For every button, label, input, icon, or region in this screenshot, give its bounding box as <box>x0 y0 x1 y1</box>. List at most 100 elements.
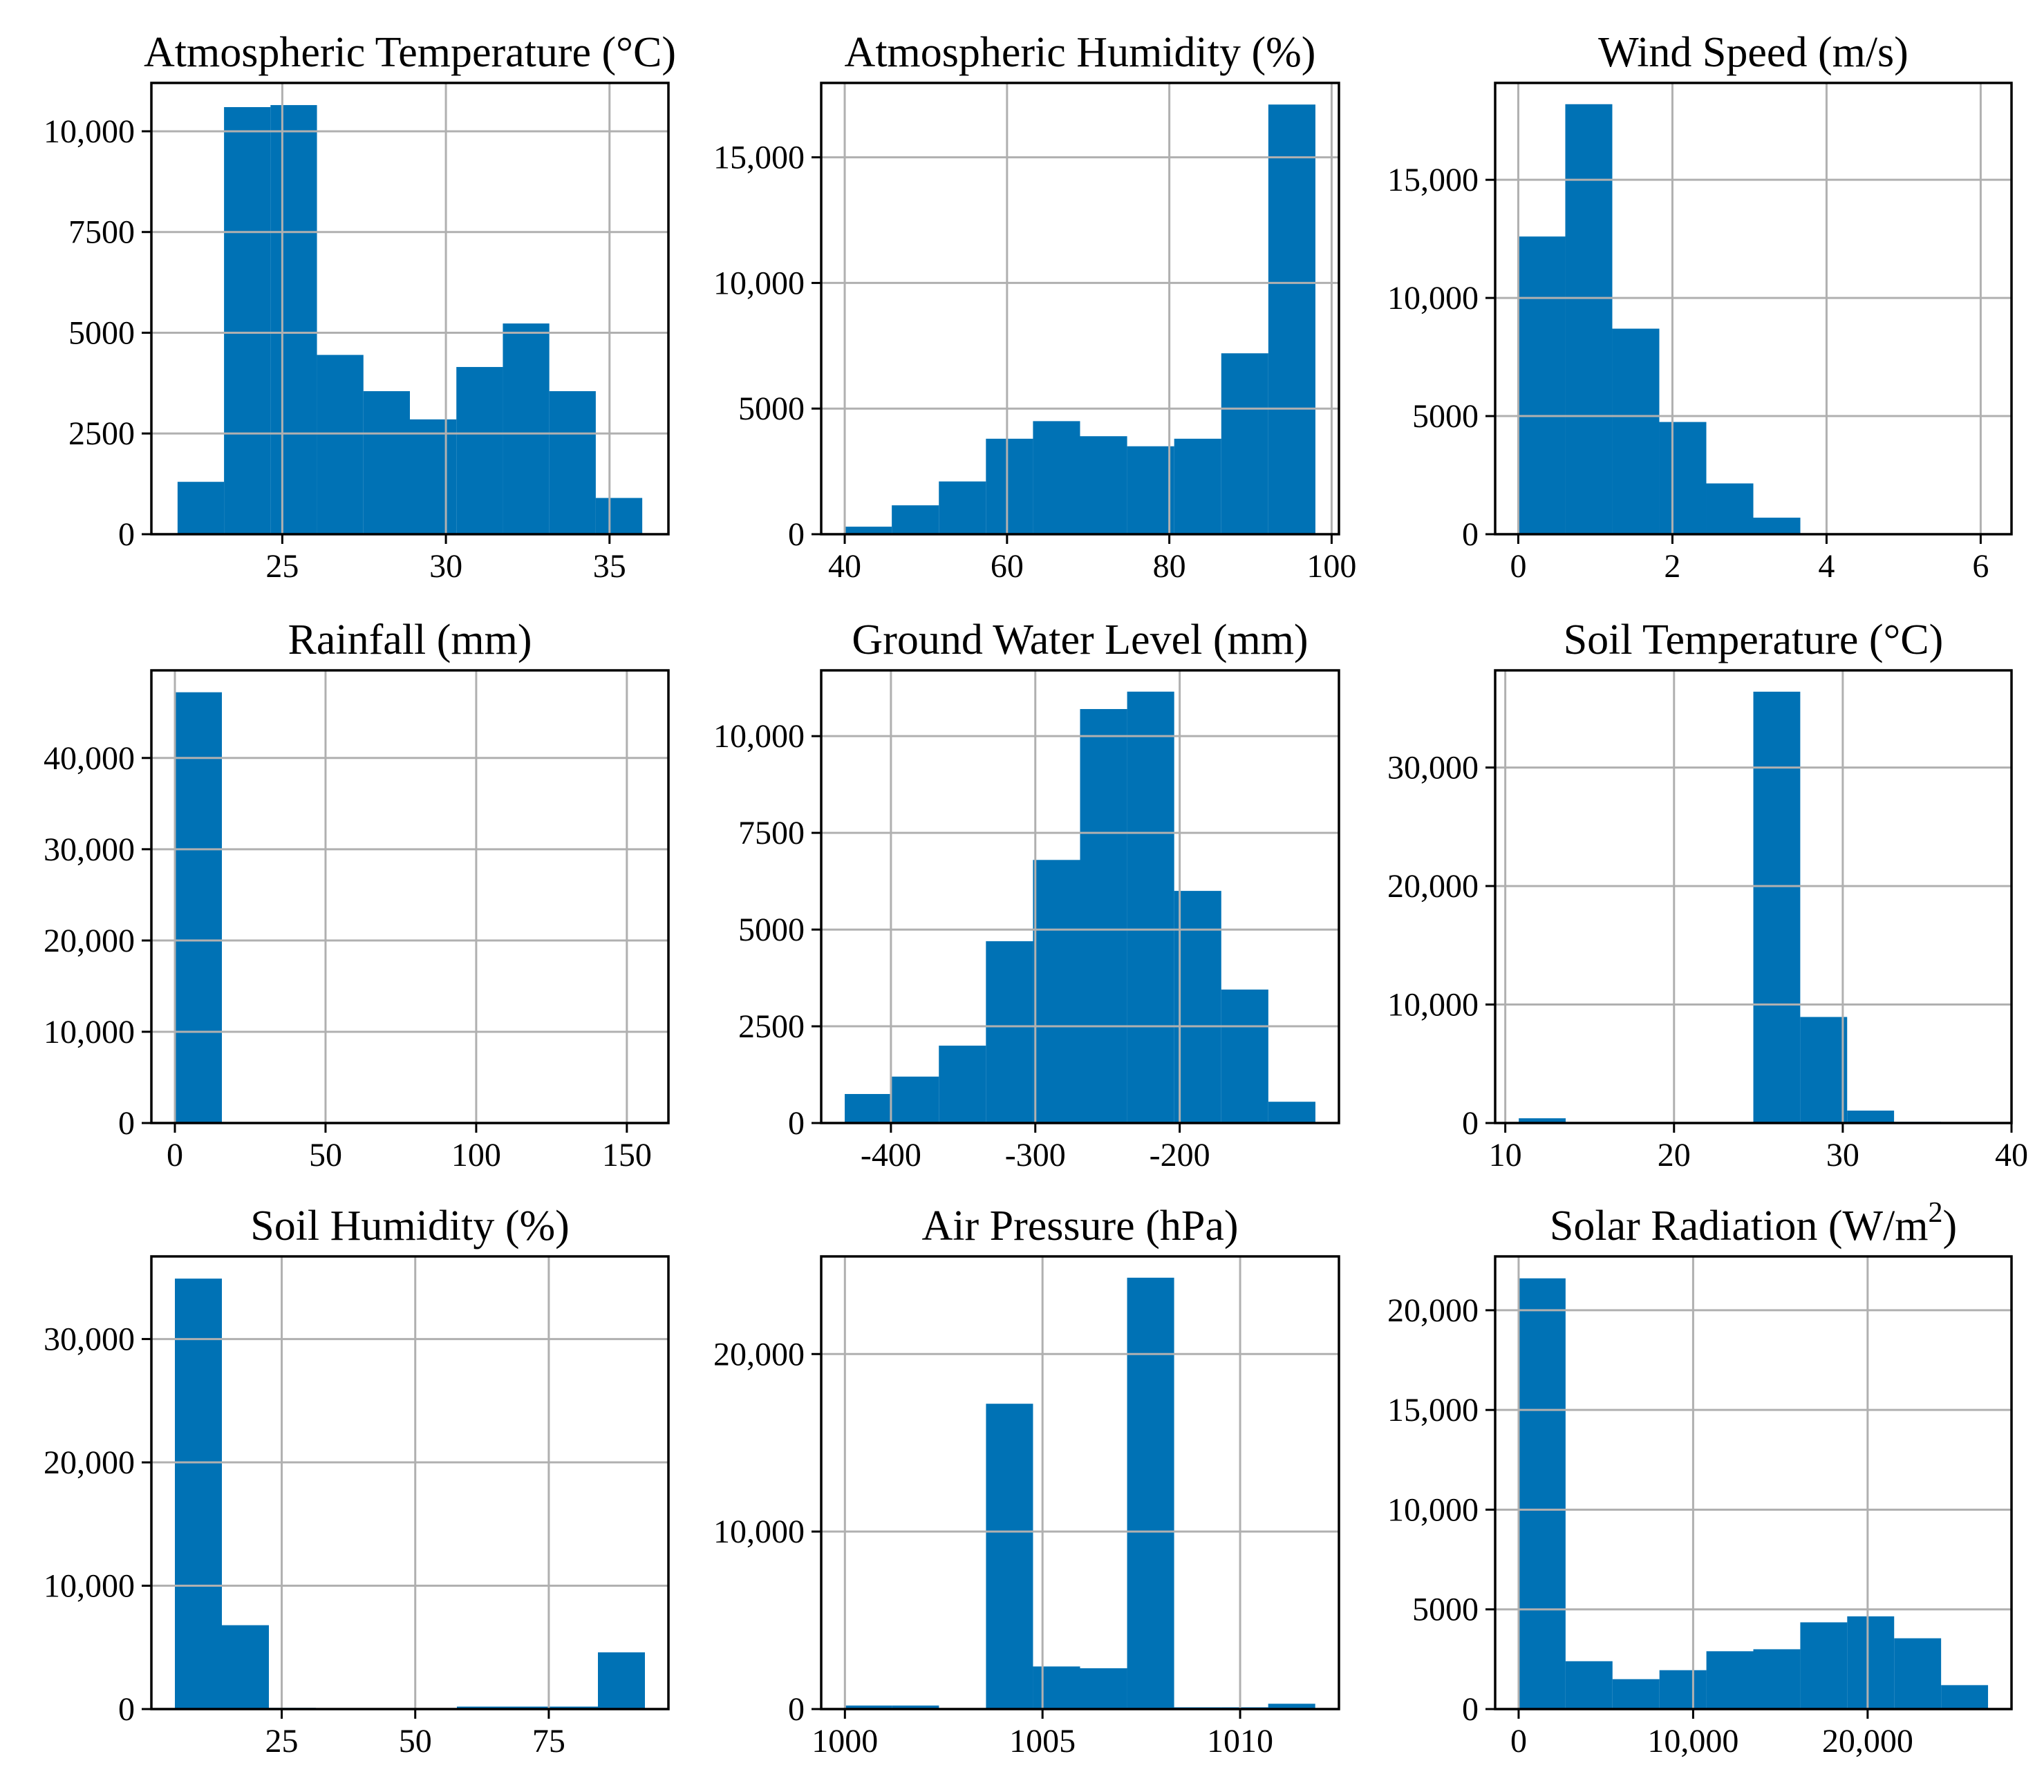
y-tick-label: 10,000 <box>44 113 135 150</box>
histogram-bar <box>598 1652 645 1709</box>
histogram-bar <box>986 438 1033 534</box>
histogram-bar <box>1753 518 1801 534</box>
x-tick-label: 75 <box>532 1723 565 1760</box>
x-tick-label: 10 <box>1489 1137 1522 1173</box>
x-tick-label: 60 <box>991 548 1024 585</box>
title-superscript: 2 <box>1928 1197 1942 1229</box>
y-tick-label: 10,000 <box>713 265 805 301</box>
y-tick-label: 10,000 <box>713 718 805 755</box>
y-tick-label: 7500 <box>68 214 135 251</box>
axes-frame <box>820 1255 1340 1710</box>
chart-title: Soil Humidity (%) <box>250 1202 570 1249</box>
axes-frame <box>150 1255 670 1710</box>
histogram-bar <box>939 1046 986 1123</box>
y-tick-label: 10,000 <box>1387 1491 1479 1528</box>
chart-title: Ground Water Level (mm) <box>852 616 1308 663</box>
y-tick-label: 10,000 <box>1387 987 1479 1024</box>
y-tick-label: 5000 <box>68 314 135 351</box>
x-tick-label: -200 <box>1150 1137 1210 1173</box>
histogram-bar <box>1800 1622 1848 1709</box>
histogram-bar <box>224 106 271 534</box>
x-tick-label: -300 <box>1005 1137 1066 1173</box>
subplot-8: 1000 1005 1010 0 10,000 20,000 Air Pressure (h… <box>713 1202 1340 1760</box>
histogram-bar <box>549 391 596 534</box>
axes-frame <box>1494 82 2013 536</box>
x-tick-label: 2 <box>1664 548 1680 585</box>
histogram-bar <box>1753 691 1801 1123</box>
y-tick-label: 30,000 <box>44 1321 135 1358</box>
chart-title: Atmospheric Humidity (%) <box>845 29 1316 76</box>
histogram-bar <box>456 367 503 534</box>
chart-title: Soil Temperature (°C) <box>1564 616 1944 663</box>
subplot-9: 0 10,000 20,000 0 5000 10,000 15,000 20,000 Sola… <box>1387 1197 2013 1760</box>
y-tick-label: 0 <box>118 516 135 553</box>
histogram-bar <box>595 498 643 534</box>
histogram-bar <box>845 1094 892 1123</box>
histogram-bar <box>1127 691 1174 1123</box>
x-tick-label: 20,000 <box>1822 1723 1913 1760</box>
histogram-bar <box>1033 421 1080 534</box>
y-tick-label: 0 <box>788 1105 805 1142</box>
histogram-bar <box>1753 1649 1801 1709</box>
histogram-bar <box>1659 1670 1707 1709</box>
y-tick-label: 0 <box>118 1691 135 1728</box>
histogram-bar <box>1033 860 1080 1123</box>
x-tick-label: 25 <box>265 1723 299 1760</box>
axes-frame <box>1494 1255 2013 1710</box>
x-tick-label: 25 <box>265 548 299 585</box>
y-tick-label: 0 <box>788 516 805 553</box>
x-tick-label: 100 <box>451 1137 501 1173</box>
histogram-bar <box>1080 1668 1127 1709</box>
subplot-4: 0 50 100 150 0 10,000 20,000 30,000 40,000 Rainfa… <box>44 616 670 1173</box>
x-tick-label: 40 <box>828 548 861 585</box>
histogram-bar <box>410 419 457 534</box>
x-tick-label: 150 <box>602 1137 652 1173</box>
subplot-3: 0 2 4 6 0 5000 10,000 15,000 Wind Speed (m/s) <box>1387 29 2013 585</box>
histogram-bar <box>1080 436 1127 534</box>
subplot-6: 10 20 30 40 0 10,000 20,000 30,000 Soil Temperat… <box>1387 616 2028 1173</box>
histogram-bar <box>892 1705 939 1709</box>
y-tick-label: 0 <box>1462 516 1479 553</box>
x-tick-label: 30 <box>1826 1137 1859 1173</box>
y-tick-label: 20,000 <box>713 1336 805 1373</box>
histogram-bar <box>1518 236 1566 534</box>
y-tick-label: 20,000 <box>1387 1292 1479 1329</box>
histogram-bar <box>1127 446 1174 534</box>
histogram-bar <box>1221 989 1268 1123</box>
chart-title: Atmospheric Temperature (°C) <box>144 29 676 76</box>
histogram-bar <box>1659 422 1707 534</box>
histogram-bar <box>1847 1110 1895 1123</box>
y-tick-label: 7500 <box>738 815 805 851</box>
y-tick-label: 15,000 <box>1387 162 1479 198</box>
histogram-bar <box>939 481 986 534</box>
histogram-bar <box>1565 1661 1613 1709</box>
y-tick-label: 15,000 <box>713 140 805 176</box>
x-tick-label: 0 <box>1510 1723 1527 1760</box>
y-tick-label: 0 <box>1462 1691 1479 1728</box>
y-tick-label: 30,000 <box>1387 750 1479 786</box>
y-tick-label: 20,000 <box>44 923 135 959</box>
x-tick-label: 0 <box>167 1137 183 1173</box>
histogram-bar <box>1518 1278 1566 1709</box>
histogram-bar <box>1268 104 1315 534</box>
histogram-bar <box>1127 1277 1174 1709</box>
axes-frame <box>150 82 670 536</box>
x-tick-label: 0 <box>1510 548 1526 585</box>
y-tick-label: 0 <box>118 1105 135 1142</box>
x-tick-label: 40 <box>1995 1137 2028 1173</box>
x-tick-label: 50 <box>309 1137 342 1173</box>
y-tick-label: 15,000 <box>1387 1392 1479 1428</box>
chart-title: Air Pressure (hPa) <box>921 1202 1238 1249</box>
histogram-bar <box>175 1279 222 1709</box>
x-tick-label: 35 <box>593 548 626 585</box>
histogram-bar <box>1519 1118 1566 1123</box>
histogram-bar <box>1847 1616 1895 1709</box>
axes-frame <box>820 82 1340 536</box>
histogram-bar <box>504 1706 551 1709</box>
x-tick-label: 4 <box>1818 548 1835 585</box>
histogram-bar <box>1268 1102 1315 1123</box>
histogram-bar <box>1033 1666 1080 1709</box>
histogram-bar <box>1800 1017 1848 1123</box>
